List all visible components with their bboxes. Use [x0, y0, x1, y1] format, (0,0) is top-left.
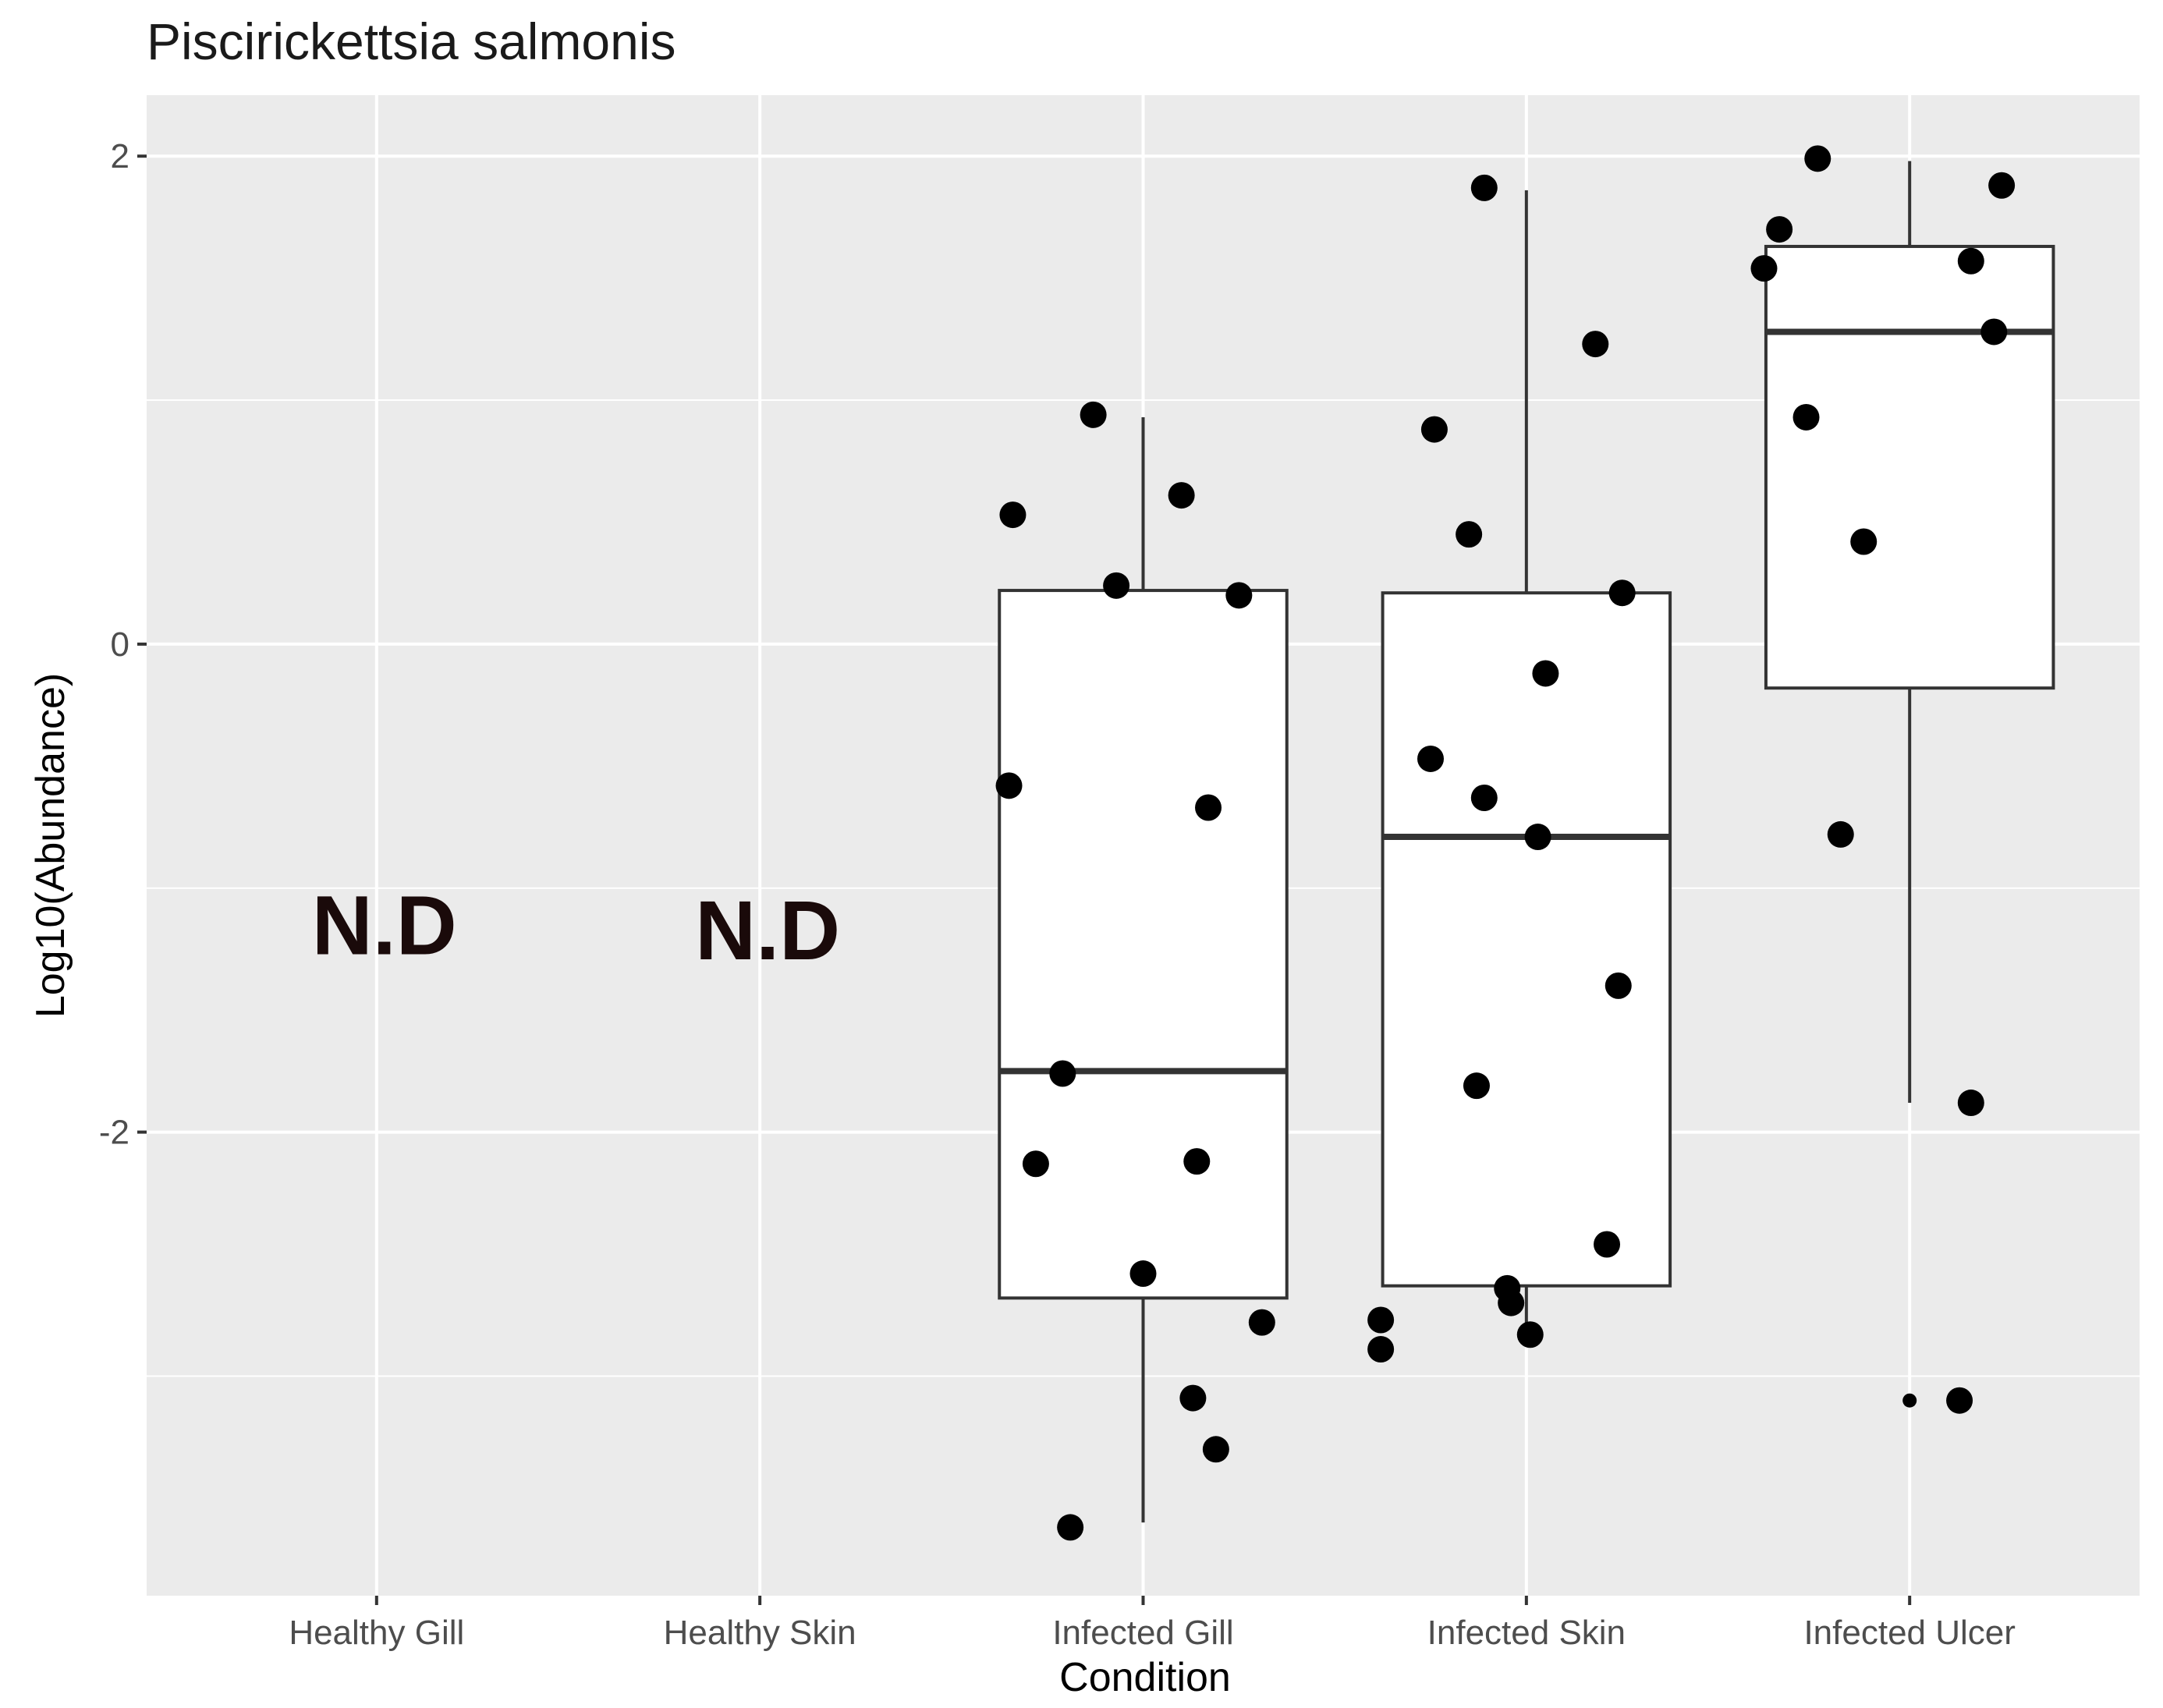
data-point	[1456, 521, 1483, 548]
y-axis: -2 0 2	[99, 137, 147, 1152]
boxplots	[998, 161, 2055, 1523]
data-point	[1750, 255, 1778, 282]
data-point	[1792, 403, 1820, 431]
data-point	[1168, 482, 1195, 509]
data-point	[999, 501, 1027, 529]
outlier-point	[1902, 1393, 1917, 1408]
data-point	[1195, 794, 1222, 821]
box-iqr	[1381, 591, 1672, 1288]
y-axis-title: Log10(Abundance)	[28, 673, 73, 1018]
nd-annotation: N.D	[312, 878, 457, 973]
y-tick-label: 2	[111, 137, 129, 175]
x-tick-label: Infected Ulcer	[1803, 1614, 2015, 1652]
data-point	[1582, 331, 1609, 358]
nd-annotations: N.D N.D	[312, 878, 840, 977]
data-point	[1594, 1231, 1621, 1258]
data-point	[1850, 528, 1878, 555]
data-point	[1980, 318, 2008, 345]
x-axis-title: Condition	[1059, 1655, 1231, 1700]
y-tick-label: 0	[111, 625, 129, 664]
data-point	[1532, 660, 1559, 687]
data-point	[1957, 247, 1984, 275]
data-point	[1804, 145, 1831, 172]
data-point	[1605, 972, 1632, 999]
data-point	[1367, 1306, 1395, 1334]
x-tick-label: Healthy Gill	[289, 1614, 464, 1652]
data-point	[1420, 416, 1448, 443]
box-iqr	[1764, 244, 2055, 690]
boxplot	[1381, 190, 1672, 1327]
data-point	[1179, 1384, 1207, 1412]
data-point	[1202, 1436, 1229, 1463]
data-point	[1470, 174, 1498, 201]
data-point	[1766, 216, 1793, 243]
data-point	[1183, 1148, 1211, 1175]
data-point	[1608, 579, 1636, 607]
data-point	[1080, 401, 1107, 428]
data-point	[1103, 572, 1130, 599]
x-axis: Healthy Gill Healthy Skin Infected Gill Inf…	[289, 1596, 2016, 1652]
data-point	[1827, 820, 1854, 848]
x-tick-label: Infected Skin	[1427, 1614, 1626, 1652]
data-point	[1463, 1072, 1490, 1100]
data-point	[1470, 784, 1498, 811]
data-point	[1957, 1090, 1984, 1117]
data-point	[1417, 745, 1445, 772]
x-tick-label: Infected Gill	[1052, 1614, 1233, 1652]
data-point	[995, 772, 1023, 799]
x-tick-label: Healthy Skin	[664, 1614, 856, 1652]
y-tick-label: -2	[99, 1114, 129, 1152]
data-point	[1248, 1309, 1275, 1336]
boxplot	[998, 416, 1289, 1523]
data-point	[1946, 1387, 1973, 1414]
data-point	[1049, 1060, 1076, 1087]
data-point	[1524, 824, 1551, 851]
data-point	[1498, 1289, 1525, 1316]
data-point	[1057, 1514, 1084, 1541]
data-point	[1516, 1321, 1544, 1348]
data-point	[1022, 1150, 1049, 1178]
data-point	[1988, 172, 2016, 199]
chart-title: Piscirickettsia salmonis	[147, 12, 676, 70]
data-point	[1367, 1336, 1395, 1363]
data-point	[1129, 1260, 1157, 1288]
box-iqr	[998, 589, 1289, 1300]
data-point	[1225, 582, 1253, 609]
data-points	[995, 145, 2016, 1541]
nd-annotation: N.D	[695, 883, 840, 977]
boxplot	[1764, 161, 2055, 1104]
